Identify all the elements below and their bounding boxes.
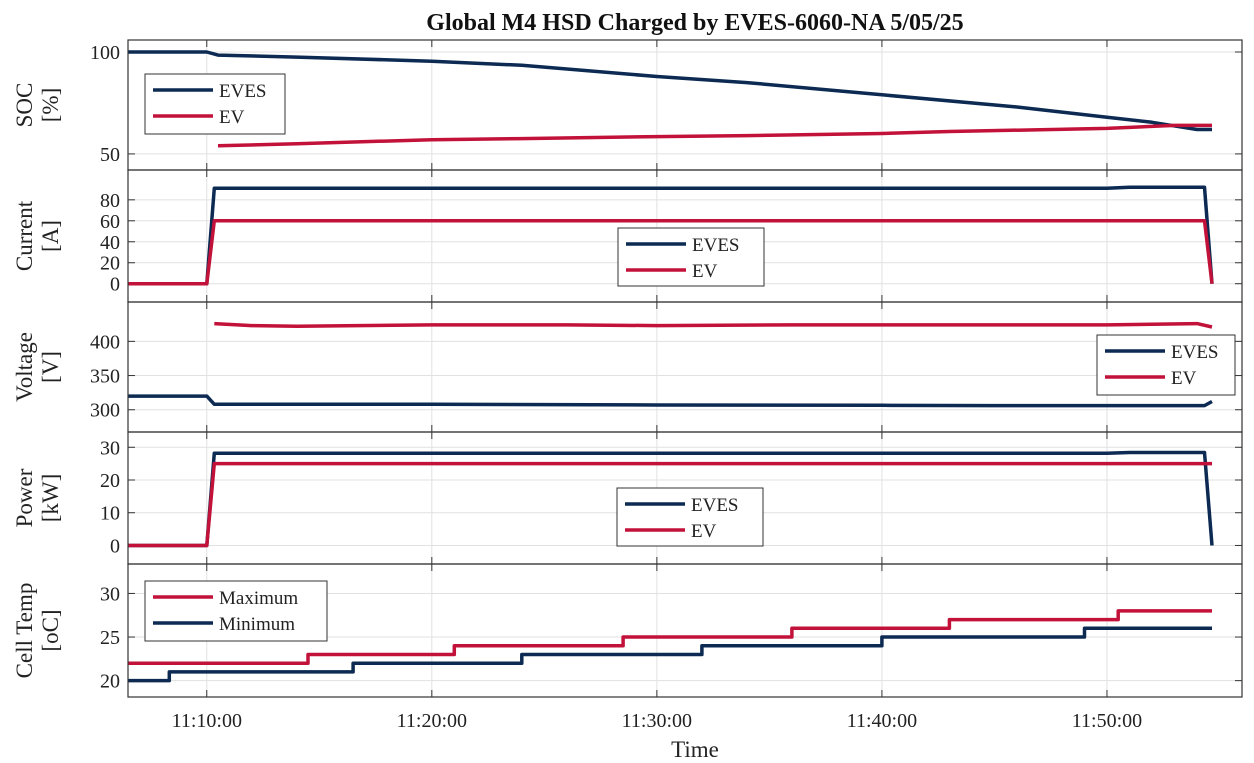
- y-tick-label: 30: [100, 583, 120, 605]
- y-axis-label-line: Voltage: [12, 332, 37, 402]
- legend-box: [616, 487, 764, 547]
- chart-title: Global M4 HSD Charged by EVES-6060-NA 5/…: [426, 10, 963, 36]
- y-tick-label: 100: [90, 42, 120, 64]
- x-axis-label: Time: [671, 737, 719, 762]
- y-tick-label: 10: [100, 503, 120, 525]
- legend: EVES EV: [1096, 334, 1236, 396]
- legend-box: [144, 73, 286, 135]
- panel-power: 0 10 20 30 Power[kW] EVES EV: [12, 431, 1243, 565]
- series-line-ev: [128, 219, 1214, 286]
- panel-celltemp: 20 25 30 Cell Temp[oC] Maximum Minimum: [12, 563, 1243, 698]
- legend-label-eves: EVES: [219, 81, 267, 102]
- y-tick-label: 20: [100, 671, 120, 693]
- y-tick-label: 0: [110, 274, 120, 296]
- series-line-minimum: [128, 626, 1212, 683]
- legend-box: [617, 227, 765, 287]
- y-tick-label: 40: [100, 232, 120, 254]
- panel-frame: [127, 563, 1243, 698]
- legend: EVES EV: [617, 227, 765, 287]
- y-axis-label-line: Cell Temp: [12, 583, 37, 679]
- panel-frame: [127, 301, 1243, 433]
- y-axis-label-unit: [V]: [38, 351, 63, 383]
- x-tick-label: 11:10:00: [172, 710, 242, 732]
- legend-label-ev: EV: [691, 521, 717, 542]
- y-tick-label: 20: [100, 470, 120, 492]
- series-line-ev: [217, 123, 1212, 148]
- x-tick-label: 11:20:00: [397, 710, 467, 732]
- legend-label-minimum: Minimum: [219, 614, 295, 635]
- y-axis-label-line: Power: [12, 468, 37, 527]
- y-tick-label: 25: [100, 627, 120, 649]
- y-axis-label: Voltage[V]: [12, 332, 63, 402]
- panel-voltage: 300 350 400 Voltage[V] EVES EV: [12, 301, 1243, 433]
- y-tick-label: 30: [100, 437, 120, 459]
- y-axis-label-unit: [A]: [38, 220, 63, 252]
- legend-box: [1096, 334, 1236, 396]
- x-axis-ticks: 11:10:00 11:20:00 11:30:00 11:40:00 11:50:00: [172, 710, 1143, 732]
- legend-label-ev: EV: [692, 261, 718, 282]
- series-line-ev: [214, 321, 1213, 329]
- y-axis-label-line: SOC: [12, 83, 37, 128]
- legend-box: [144, 580, 328, 642]
- legend-label-ev: EV: [219, 107, 245, 128]
- y-tick-label: 80: [100, 190, 120, 212]
- y-axis-label-unit: [%]: [38, 88, 63, 122]
- y-tick-label: 60: [100, 211, 120, 233]
- legend: EVES EV: [144, 73, 286, 135]
- series-line-eves: [128, 394, 1213, 408]
- series-line-eves: [128, 50, 1212, 132]
- legend-label-maximum: Maximum: [219, 588, 298, 609]
- legend-label-ev: EV: [1171, 368, 1197, 389]
- x-tick-label: 11:50:00: [1072, 710, 1142, 732]
- y-axis-label: SOC[%]: [12, 83, 63, 128]
- panel-frame: [127, 39, 1243, 171]
- x-tick-label: 11:30:00: [622, 710, 692, 732]
- y-axis-label-unit: [oC]: [38, 609, 63, 651]
- y-axis-label: Current[A]: [12, 200, 63, 271]
- x-tick-label: 11:40:00: [847, 710, 917, 732]
- y-tick-label: 300: [90, 400, 120, 422]
- y-axis-label-line: Current: [12, 200, 37, 271]
- series-line-ev: [128, 461, 1212, 548]
- y-axis-label-unit: [kW]: [38, 474, 63, 523]
- legend-label-eves: EVES: [692, 235, 740, 256]
- y-axis-label: Cell Temp[oC]: [12, 583, 63, 679]
- legend-label-eves: EVES: [1171, 342, 1219, 363]
- legend-label-eves: EVES: [691, 495, 739, 516]
- panel-soc: 50 100 SOC[%] EVES EV: [12, 39, 1243, 171]
- y-tick-label: 350: [90, 366, 120, 388]
- legend: Maximum Minimum: [144, 580, 328, 642]
- y-tick-label: 400: [90, 331, 120, 353]
- legend: EVES EV: [616, 487, 764, 547]
- y-axis-label: Power[kW]: [12, 468, 63, 527]
- series-line-maximum: [128, 609, 1212, 665]
- y-tick-label: 0: [110, 535, 120, 557]
- y-tick-label: 50: [100, 144, 120, 166]
- y-tick-label: 20: [100, 253, 120, 275]
